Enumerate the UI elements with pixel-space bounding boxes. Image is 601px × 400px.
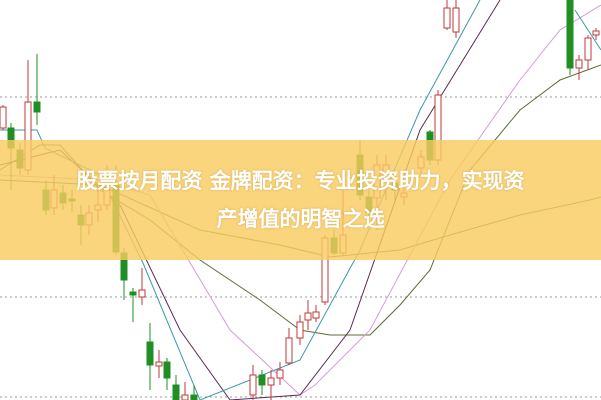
candle-down (190, 394, 198, 400)
headline: 股票按月配资 金牌配资：专业投资助力，实现资 产增值的明智之选 (0, 162, 601, 238)
candle-down (258, 374, 266, 386)
candle-up (304, 312, 312, 321)
candle-down (566, 0, 574, 69)
candle-down (146, 341, 154, 366)
candle-up (0, 106, 7, 129)
candle-up (155, 361, 163, 367)
title-banner (0, 140, 601, 260)
candle-up (443, 7, 451, 29)
candle-up (296, 321, 304, 339)
candle-down (163, 361, 171, 379)
candle-up (575, 59, 583, 69)
headline-line-1: 股票按月配资 金牌配资：专业投资助力，实现资 (76, 169, 525, 193)
candle-down (172, 384, 180, 400)
headline-line-2: 产增值的明智之选 (216, 207, 385, 231)
candle-up (452, 7, 460, 33)
candle-down (33, 101, 41, 113)
candle-up (276, 369, 284, 379)
candle-up (285, 337, 293, 364)
candle-up (181, 394, 189, 400)
candle-up (249, 374, 257, 396)
moving-average-line (574, 9, 601, 51)
candle-up (138, 289, 146, 298)
candle-up (592, 30, 600, 36)
candle-up (267, 377, 275, 386)
candle-up (584, 37, 592, 61)
candle-up (312, 311, 320, 319)
candle-down (129, 291, 137, 296)
